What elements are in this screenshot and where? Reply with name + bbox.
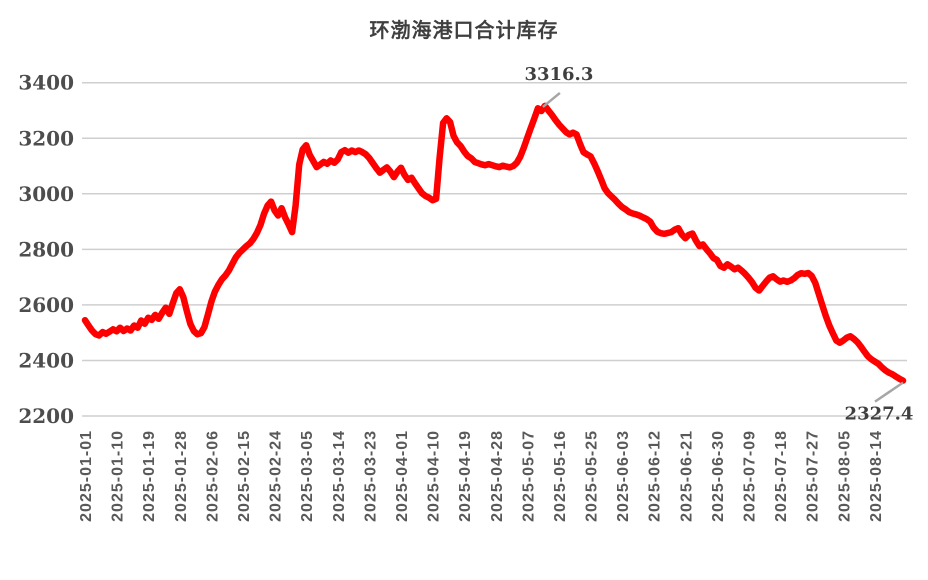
x-axis-tick-label: 2025-03-23 bbox=[362, 430, 379, 522]
x-axis-tick-label: 2025-03-14 bbox=[331, 430, 348, 522]
x-axis-tick-label: 2025-04-10 bbox=[426, 430, 443, 522]
x-axis-tick-label: 2025-06-21 bbox=[678, 430, 695, 522]
data-series-line bbox=[81, 102, 907, 384]
callout-line-last bbox=[874, 381, 904, 403]
x-axis-tick-label: 2025-04-28 bbox=[489, 430, 506, 522]
x-axis-tick-label: 2025-05-25 bbox=[584, 430, 601, 522]
y-axis-tick-label: 2400 bbox=[18, 348, 74, 372]
x-axis-tick-label: 2025-01-10 bbox=[110, 430, 127, 522]
callout-line-max bbox=[542, 91, 561, 108]
annotation-max-value: 3316.3 bbox=[524, 64, 593, 85]
annotation-last-value: 2327.4 bbox=[845, 404, 914, 425]
x-axis-tick-label: 2025-05-07 bbox=[520, 430, 537, 522]
x-axis-tick-label: 2025-07-27 bbox=[805, 430, 822, 522]
y-axis-tick-label: 3000 bbox=[18, 182, 74, 206]
x-axis-tick-label: 2025-07-09 bbox=[742, 430, 759, 522]
x-axis-tick-label: 2025-06-12 bbox=[647, 430, 664, 522]
y-axis-tick-label: 2200 bbox=[18, 404, 74, 428]
x-axis-tick-label: 2025-01-19 bbox=[141, 430, 158, 522]
x-axis-tick-label: 2025-02-06 bbox=[204, 430, 221, 522]
y-axis-tick-label: 3400 bbox=[18, 71, 74, 95]
x-axis-tick-label: 2025-03-05 bbox=[299, 430, 316, 522]
x-axis-tick-label: 2025-05-16 bbox=[552, 430, 569, 522]
x-axis-tick-label: 2025-07-18 bbox=[773, 430, 790, 522]
chart-title: 环渤海港口合计库存 bbox=[369, 18, 559, 42]
x-axis-tick-label: 2025-08-05 bbox=[836, 430, 853, 522]
y-axis-tick-label: 2600 bbox=[18, 293, 74, 317]
x-axis-tick-label: 2025-04-19 bbox=[457, 430, 474, 522]
x-axis-tick-label: 2025-08-14 bbox=[868, 430, 885, 522]
x-axis-tick-label: 2025-04-01 bbox=[394, 430, 411, 522]
x-axis-tick-label: 2025-01-28 bbox=[173, 430, 190, 522]
y-axis-tick-label: 3200 bbox=[18, 126, 74, 150]
x-axis-tick-label: 2025-02-15 bbox=[236, 430, 253, 522]
x-axis-tick-label: 2025-06-03 bbox=[615, 430, 632, 522]
y-axis-tick-label: 2800 bbox=[18, 237, 74, 261]
x-axis-tick-label: 2025-01-01 bbox=[78, 430, 95, 522]
x-axis-tick-label: 2025-06-30 bbox=[710, 430, 727, 522]
x-axis-tick-label: 2025-02-24 bbox=[268, 430, 285, 522]
